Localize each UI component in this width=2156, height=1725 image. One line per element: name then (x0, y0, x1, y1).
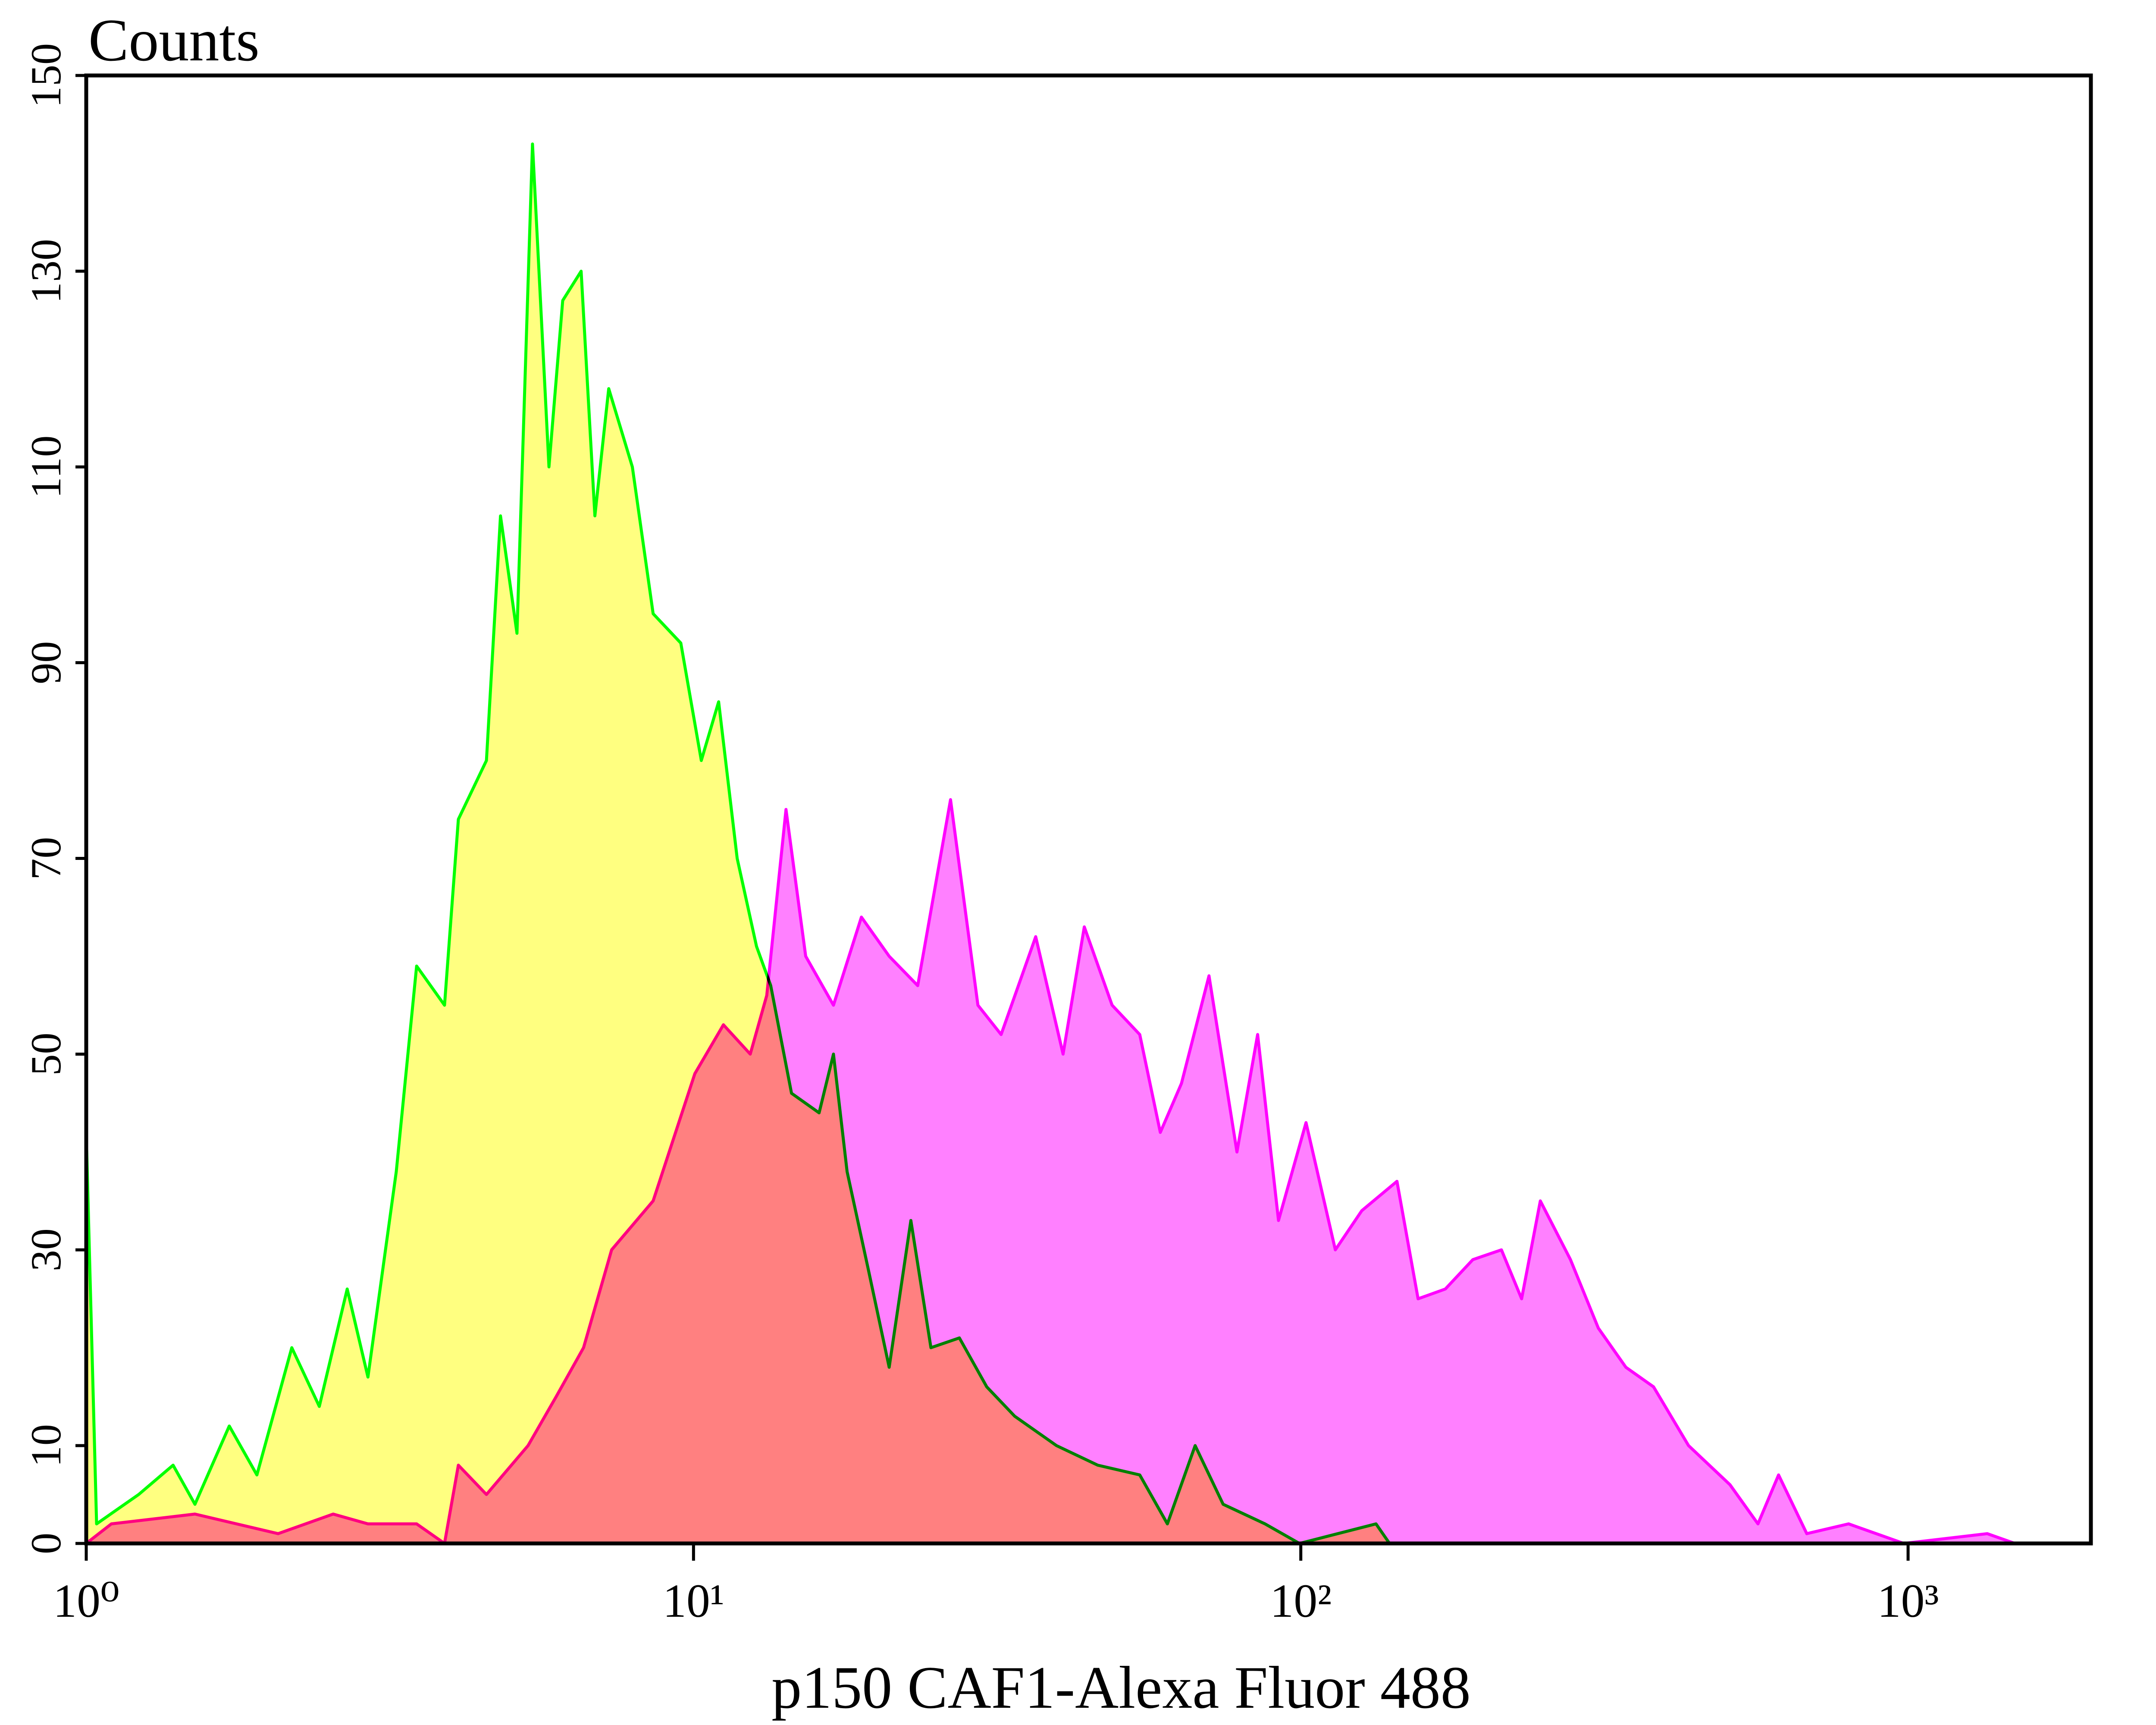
y-tick-label: 70 (22, 837, 70, 880)
y-tick-label: 0 (22, 1533, 70, 1554)
histogram-area (86, 144, 1390, 1544)
y-tick-label: 50 (22, 1032, 70, 1076)
plot-area (85, 142, 2016, 1545)
y-axis-label: Counts (88, 7, 260, 74)
plot-frame (84, 73, 2093, 1546)
histogram-area (86, 800, 2015, 1543)
histogram-line (85, 142, 1391, 1545)
y-tick-label: 90 (22, 641, 70, 684)
x-tick-label: 10² (1270, 1574, 1332, 1627)
histogram-line (85, 798, 2016, 1545)
y-tick-label: 30 (22, 1228, 70, 1271)
x-tick-label: 10⁰ (53, 1574, 119, 1627)
x-tick-label: 10³ (1877, 1574, 1939, 1627)
y-tick-label: 10 (22, 1424, 70, 1467)
y-tick-label: 130 (22, 239, 70, 304)
x-tick-label: 10¹ (663, 1574, 724, 1627)
x-axis-label: p150 CAF1-Alexa Fluor 488 (771, 1654, 1471, 1721)
y-tick-label: 110 (22, 436, 70, 499)
y-tick-label: 150 (22, 43, 70, 108)
